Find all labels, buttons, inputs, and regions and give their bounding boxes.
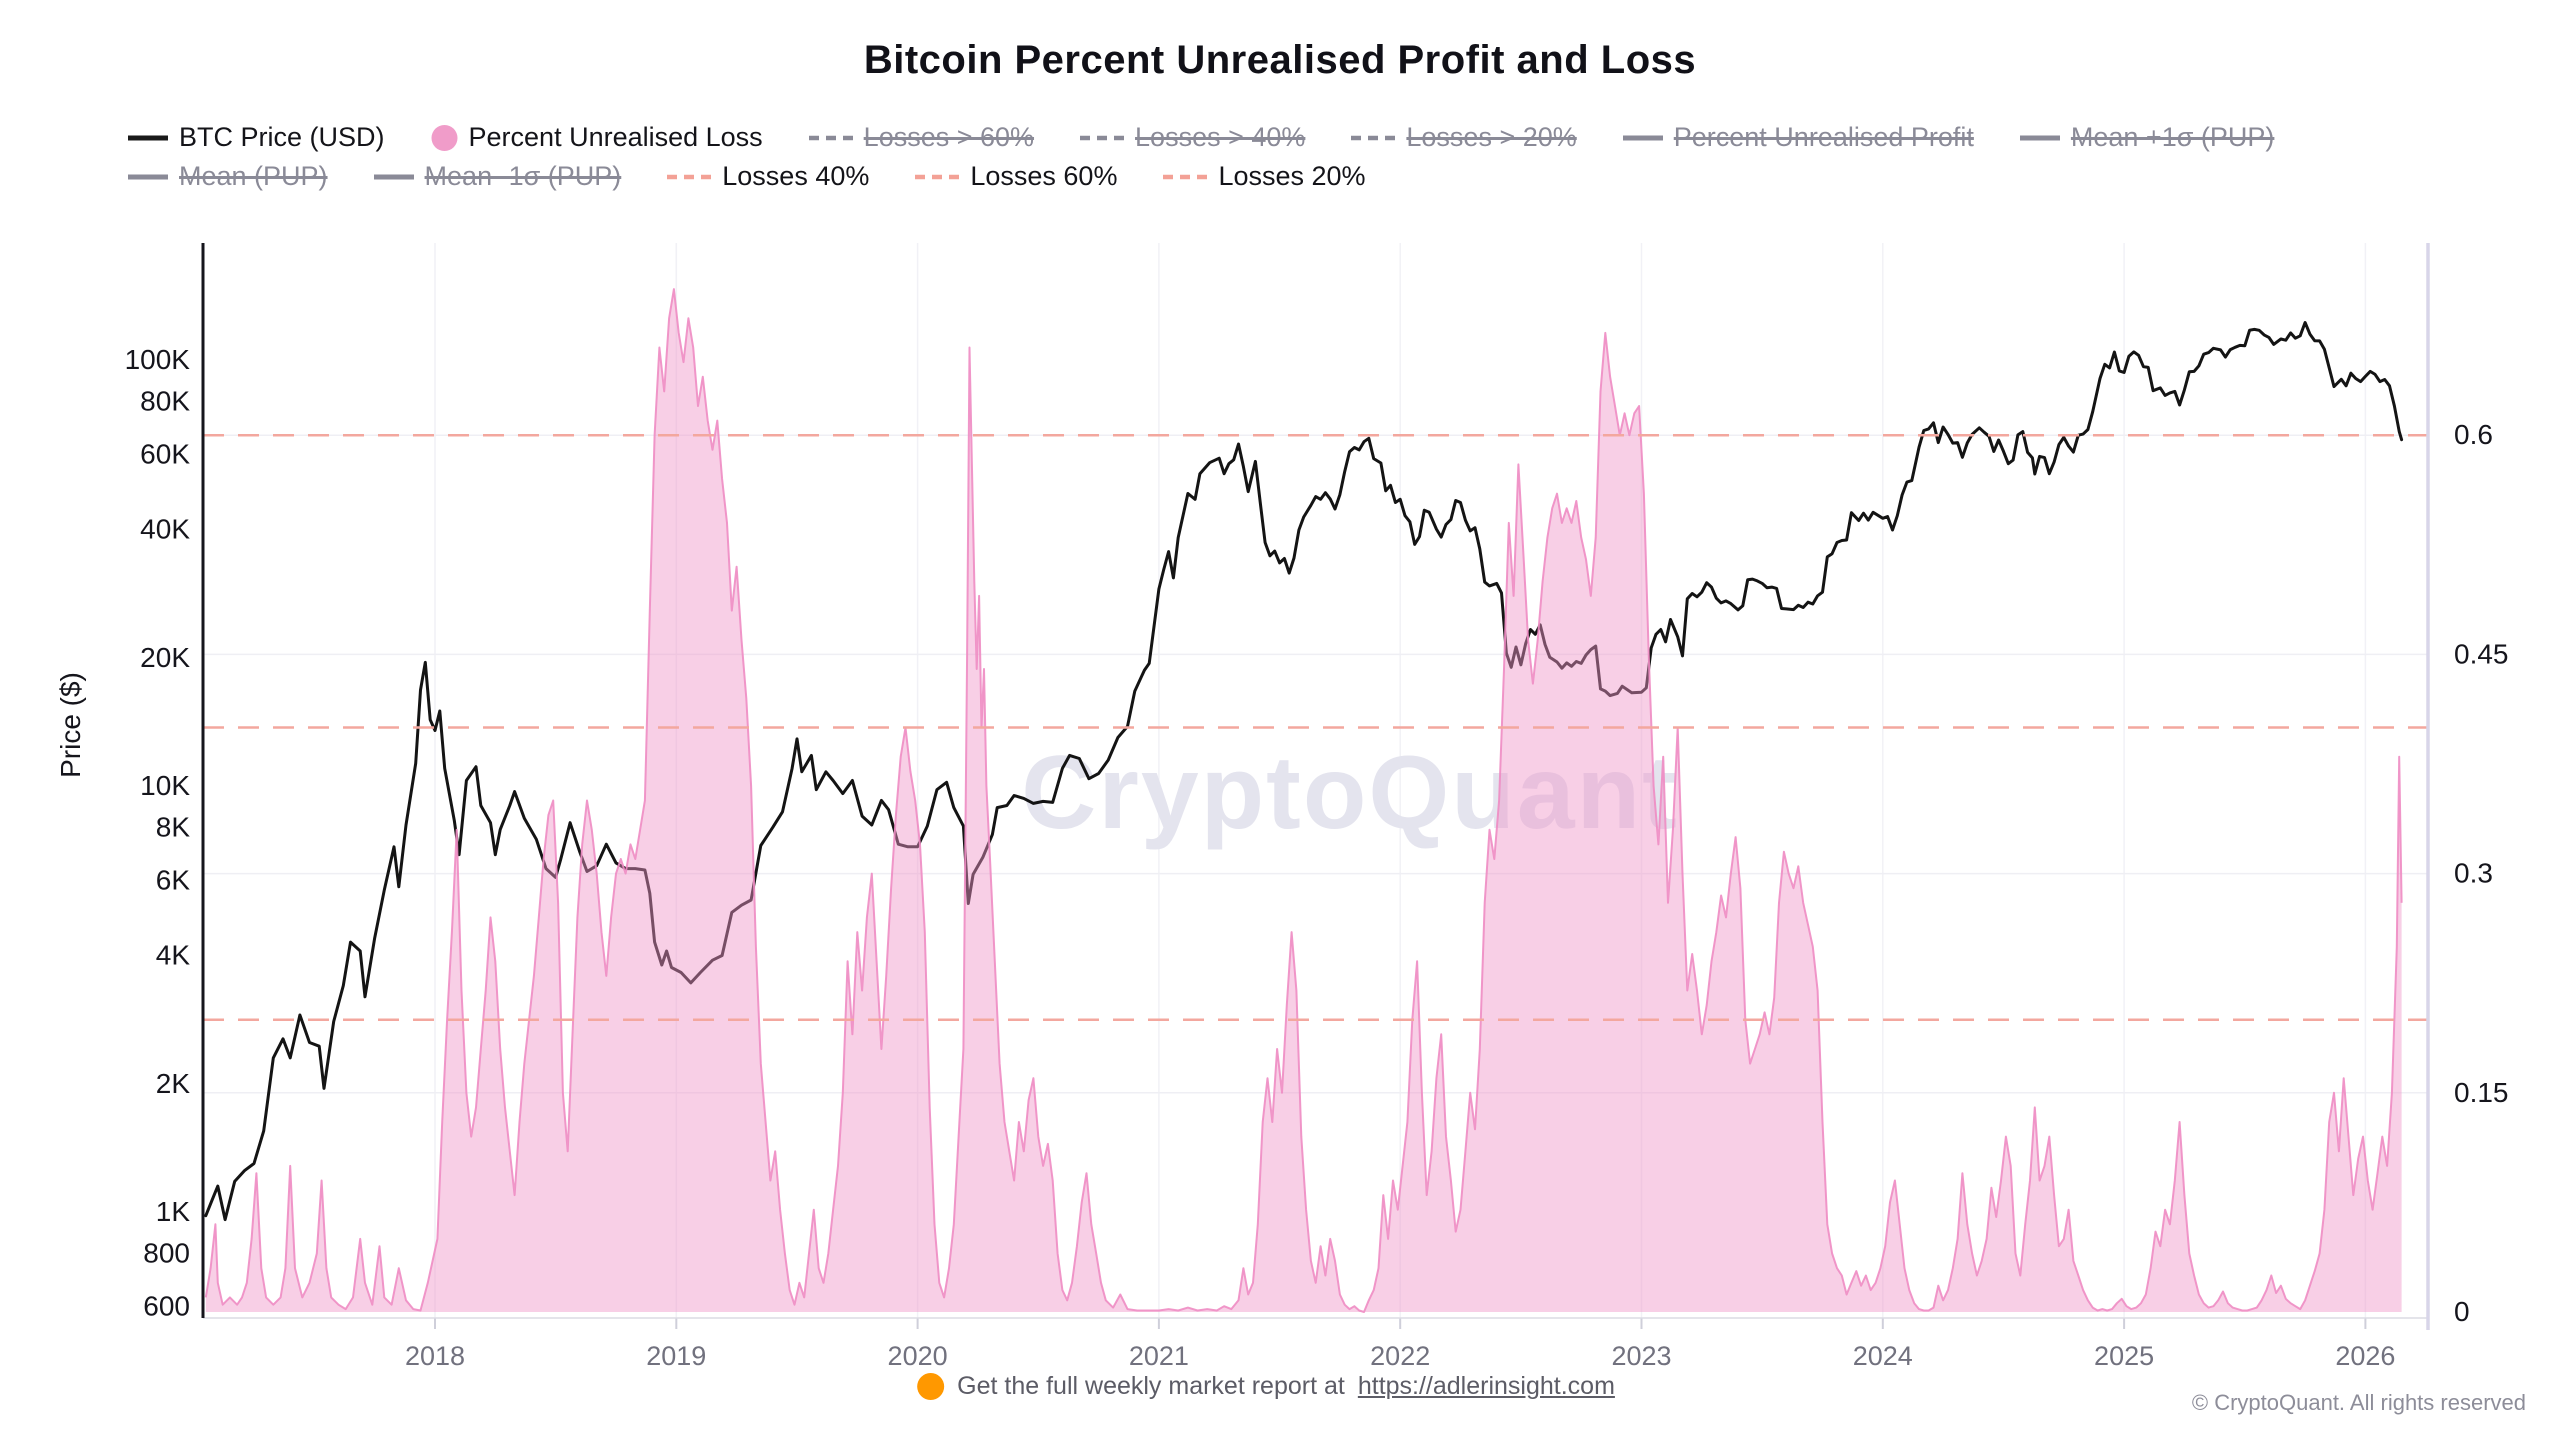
legend-item-mean-1-pup[interactable]: Mean -1σ (PUP) (373, 161, 622, 192)
price-tick-label: 1K (156, 1196, 191, 1227)
btc-price-line (204, 321, 2404, 1222)
legend-item-losses-20[interactable]: Losses > 20% (1351, 122, 1577, 153)
price-axis-title: Price ($) (55, 672, 86, 778)
cryptoquant-watermark: CryptoQuant (1021, 735, 1679, 851)
year-label: 2022 (1370, 1341, 1430, 1371)
legend-label: Losses > 20% (1406, 122, 1577, 152)
year-label: 2020 (888, 1341, 948, 1371)
legend-label: BTC Price (USD) (179, 122, 385, 152)
price-tick-label: 100K (125, 344, 191, 375)
legend-dash-icon (1080, 135, 1125, 140)
legend-item-losses-40[interactable]: Losses 40% (667, 161, 869, 192)
price-tick-label: 6K (156, 865, 191, 896)
legend-line-icon (128, 135, 168, 140)
legend-label: Percent Unrealised Loss (468, 122, 763, 152)
legend-line-icon (2019, 135, 2060, 140)
year-label: 2024 (1853, 1341, 1913, 1371)
legend-row-1: BTC Price (USD) Percent Unrealised Loss Lo… (128, 122, 2274, 153)
ratio-tick-label: 0.45 (2454, 638, 2509, 669)
year-label: 2019 (646, 1341, 706, 1371)
price-tick-label: 60K (140, 439, 190, 470)
legend-dash-icon (667, 174, 712, 179)
legend-line-icon (128, 174, 168, 179)
legend-item-mean-1-pup[interactable]: Mean +1σ (PUP) (2019, 122, 2275, 153)
page-title: Bitcoin Percent Unrealised Profit and Lo… (863, 38, 1697, 82)
price-tick-label: 600 (143, 1291, 190, 1322)
legend-label: Losses > 40% (1135, 122, 1306, 152)
price-tick-label: 8K (156, 811, 191, 842)
price-tick-label: 800 (143, 1237, 190, 1268)
footer-link[interactable]: https://adlerinsight.com (1357, 1372, 1615, 1400)
legend-item-btc-price-usd[interactable]: BTC Price (USD) (128, 122, 385, 153)
legend-label: Percent Unrealised Profit (1673, 122, 1974, 152)
price-tick-label: 2K (156, 1068, 191, 1099)
legend-dash-icon (1351, 135, 1396, 140)
legend-line-icon (1622, 135, 1663, 140)
footer-text: Get the full weekly market report at (957, 1372, 1345, 1400)
copyright-text: © CryptoQuant. All rights reserved (2191, 1390, 2526, 1415)
legend-row-2: Mean (PUP) Mean -1σ (PUP) Losses 40% Losses… (128, 161, 2274, 192)
legend-dash-icon (915, 174, 960, 179)
ratio-tick-label: 0.3 (2454, 858, 2493, 889)
price-tick-label: 4K (156, 940, 191, 971)
year-label: 2018 (405, 1341, 465, 1371)
price-tick-label: 40K (140, 514, 190, 545)
legend-circle-icon (431, 125, 458, 151)
legend-label: Mean +1σ (PUP) (2070, 122, 2275, 152)
ratio-tick-label: 0 (2454, 1296, 2470, 1327)
legend-item-losses-60[interactable]: Losses 60% (915, 161, 1117, 192)
year-label: 2025 (2094, 1341, 2154, 1371)
legend-item-percent-unrealised-profit[interactable]: Percent Unrealised Profit (1622, 122, 1974, 153)
legend-item-losses-40[interactable]: Losses > 40% (1080, 122, 1305, 153)
ratio-tick-label: 0.6 (2454, 419, 2493, 450)
legend-label: Losses 20% (1218, 161, 1366, 191)
orange-dot-icon (917, 1373, 945, 1400)
year-label: 2023 (1611, 1341, 1671, 1371)
legend-label: Mean -1σ (PUP) (424, 161, 622, 191)
legend-label: Losses 60% (970, 161, 1118, 191)
legend-dash-icon (808, 135, 853, 140)
legend-label: Losses > 60% (863, 122, 1035, 152)
footer-banner: Get the full weekly market report at htt… (917, 1372, 1615, 1401)
year-label: 2021 (1129, 1341, 1189, 1371)
legend: BTC Price (USD) Percent Unrealised Loss Lo… (128, 122, 2274, 192)
unrealised-loss-area (205, 289, 2402, 1313)
price-tick-label: 80K (140, 385, 190, 416)
legend-item-losses-20[interactable]: Losses 20% (1163, 161, 1366, 192)
legend-label: Losses 40% (722, 161, 870, 191)
price-tick-label: 10K (140, 770, 190, 801)
price-tick-label: 20K (140, 642, 190, 673)
year-label: 2026 (2335, 1341, 2395, 1371)
unrealised-loss-outline (204, 288, 2403, 1313)
legend-item-losses-60[interactable]: Losses > 60% (808, 122, 1035, 153)
legend-dash-icon (1163, 174, 1208, 179)
legend-item-percent-unrealised-loss[interactable]: Percent Unrealised Loss (431, 122, 763, 153)
legend-line-icon (373, 174, 414, 179)
ratio-tick-label: 0.15 (2454, 1077, 2509, 1108)
legend-label: Mean (PUP) (179, 161, 328, 191)
legend-item-mean-pup[interactable]: Mean (PUP) (128, 161, 328, 192)
